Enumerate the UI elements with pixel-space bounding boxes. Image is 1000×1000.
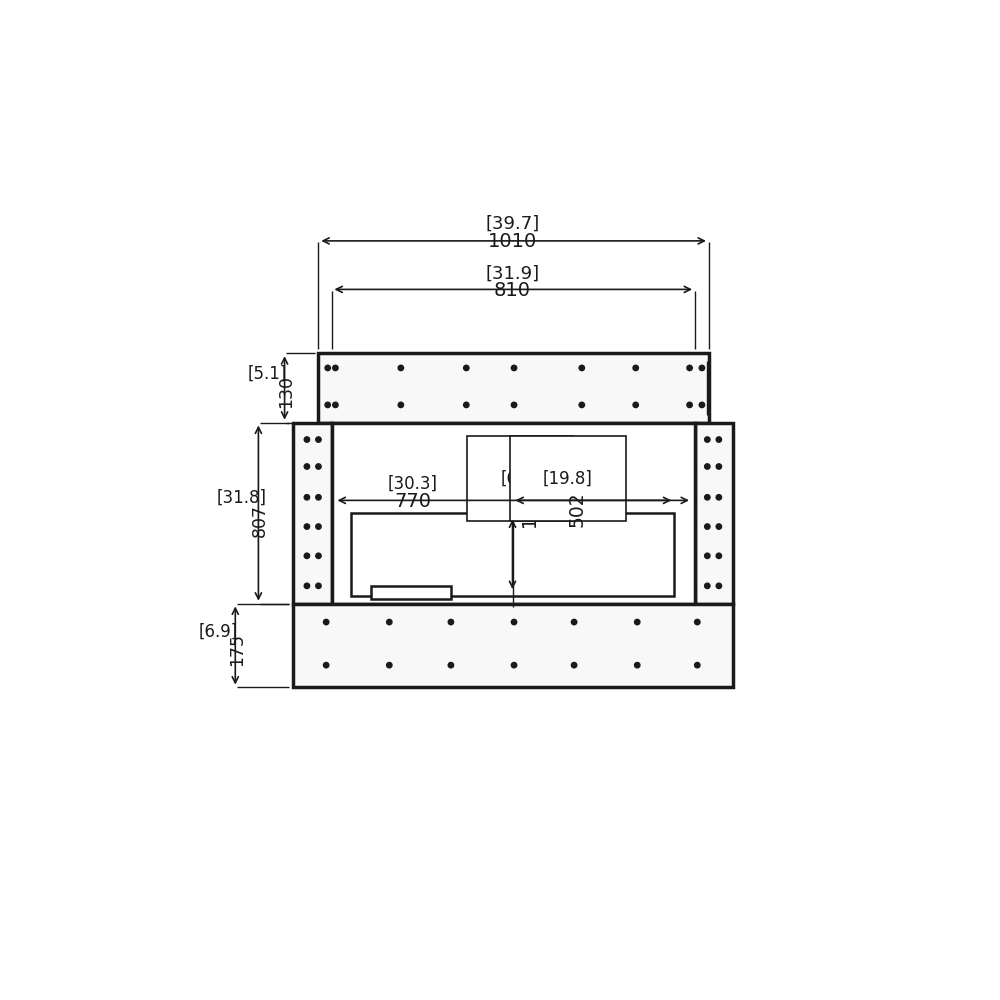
Text: [39.7]: [39.7] [485,215,540,233]
Circle shape [325,365,330,371]
Text: 175: 175 [228,633,246,666]
Circle shape [716,583,722,589]
Circle shape [316,495,321,500]
Circle shape [333,365,338,371]
Bar [318,353,709,423]
Circle shape [448,662,454,668]
Circle shape [398,402,404,408]
Text: [6.9]: [6.9] [199,623,238,641]
Circle shape [464,365,469,371]
Text: [6.8]: [6.8] [501,470,540,488]
Circle shape [716,553,722,559]
Bar [695,423,733,604]
Circle shape [705,583,710,589]
Circle shape [304,495,310,500]
Circle shape [705,437,710,442]
Circle shape [716,524,722,529]
Circle shape [511,365,517,371]
Circle shape [716,437,722,442]
Text: 130: 130 [277,375,295,408]
Circle shape [695,662,700,668]
Circle shape [304,583,310,589]
Circle shape [699,402,705,408]
Circle shape [716,495,722,500]
Circle shape [304,553,310,559]
Circle shape [387,619,392,625]
Circle shape [705,553,710,559]
Circle shape [511,619,517,625]
Circle shape [699,365,705,371]
Circle shape [716,464,722,469]
Text: 807: 807 [251,504,269,537]
Text: [30.3]: [30.3] [387,474,437,492]
Text: 770: 770 [394,492,431,511]
Circle shape [705,524,710,529]
Circle shape [387,662,392,668]
Text: 502: 502 [568,492,587,527]
Text: [31.8]: [31.8] [216,489,266,507]
Circle shape [571,619,577,625]
Circle shape [635,619,640,625]
Circle shape [323,662,329,668]
Circle shape [316,524,321,529]
Circle shape [705,495,710,500]
Circle shape [464,402,469,408]
Text: 172: 172 [520,492,539,527]
Circle shape [398,365,404,371]
Circle shape [316,553,321,559]
Bar [332,423,695,604]
Bar [293,604,733,687]
Text: [19.8]: [19.8] [543,470,593,488]
Bar [351,513,674,596]
Bar [371,586,451,599]
Text: [5.1]: [5.1] [248,365,287,383]
Circle shape [687,402,692,408]
Circle shape [304,464,310,469]
Circle shape [687,365,692,371]
Circle shape [511,402,517,408]
Circle shape [316,464,321,469]
Circle shape [635,662,640,668]
Circle shape [304,437,310,442]
Circle shape [511,662,517,668]
Text: 810: 810 [494,281,531,300]
Circle shape [304,524,310,529]
Circle shape [316,437,321,442]
Circle shape [633,365,638,371]
Circle shape [705,464,710,469]
Circle shape [448,619,454,625]
Circle shape [333,402,338,408]
Circle shape [579,365,584,371]
Text: 1010: 1010 [488,232,537,251]
Circle shape [579,402,584,408]
Circle shape [325,402,330,408]
Circle shape [695,619,700,625]
Circle shape [633,402,638,408]
Circle shape [571,662,577,668]
Circle shape [316,583,321,589]
Bar [293,423,332,604]
Circle shape [323,619,329,625]
Text: [31.9]: [31.9] [485,265,540,283]
